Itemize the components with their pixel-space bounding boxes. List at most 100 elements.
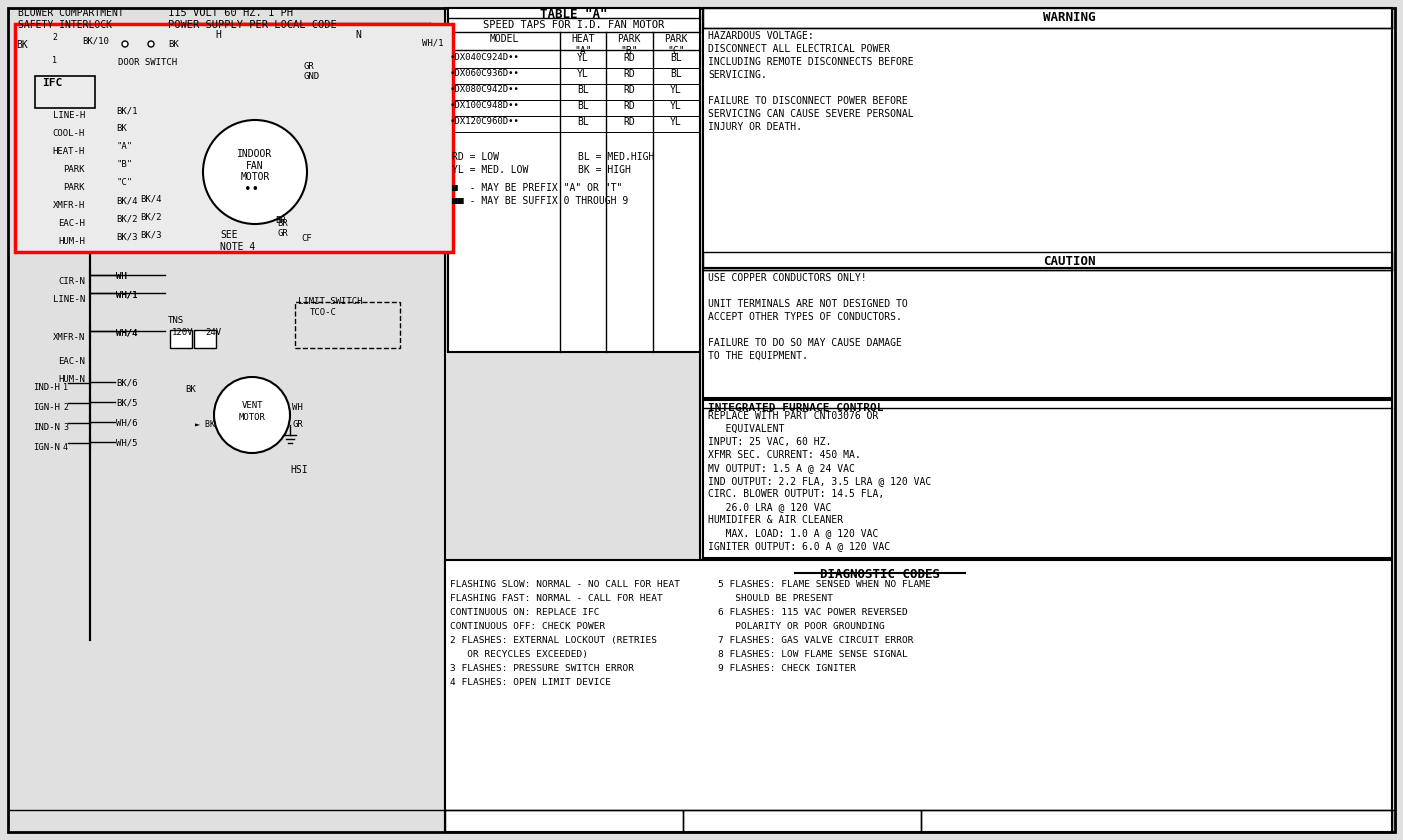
Text: DIAGNOSTIC CODES: DIAGNOSTIC CODES	[819, 568, 940, 581]
Text: BL: BL	[577, 101, 589, 111]
Text: ••: ••	[244, 183, 258, 197]
Text: CIRC. BLOWER OUTPUT: 14.5 FLA,: CIRC. BLOWER OUTPUT: 14.5 FLA,	[709, 489, 884, 499]
Text: MODEL: MODEL	[490, 34, 519, 44]
Circle shape	[215, 377, 290, 453]
Bar	[703, 8, 1392, 28]
Text: 24V: 24V	[205, 328, 222, 337]
Text: 5 FLASHES: FLAME SENSED WHEN NO FLAME: 5 FLASHES: FLAME SENSED WHEN NO FLAME	[718, 580, 930, 589]
Text: RD = LOW: RD = LOW	[452, 152, 499, 162]
Text: 4 FLASHES: OPEN LIMIT DEVICE: 4 FLASHES: OPEN LIMIT DEVICE	[450, 678, 610, 687]
Text: ► BK: ► BK	[195, 420, 215, 429]
Bar	[445, 560, 1392, 832]
Text: IGN-H: IGN-H	[34, 403, 60, 412]
Text: WH: WH	[116, 272, 126, 281]
Text: TO THE EQUIPMENT.: TO THE EQUIPMENT.	[709, 351, 808, 361]
Text: BK: BK	[168, 40, 178, 49]
Text: "A": "A"	[116, 142, 132, 151]
Text: HEAT-H: HEAT-H	[53, 147, 86, 156]
Bar	[703, 8, 1392, 268]
Bar	[15, 24, 453, 252]
Text: INJURY OR DEATH.: INJURY OR DEATH.	[709, 122, 803, 132]
Text: BK/4: BK/4	[116, 196, 137, 205]
Text: BL: BL	[577, 117, 589, 127]
Text: BK = HIGH: BK = HIGH	[578, 165, 631, 175]
Text: 2 FLASHES: EXTERNAL LOCKOUT (RETRIES: 2 FLASHES: EXTERNAL LOCKOUT (RETRIES	[450, 636, 657, 645]
Text: RD: RD	[623, 117, 636, 127]
Text: HUM-N: HUM-N	[58, 375, 86, 384]
Text: ■  - MAY BE PREFIX "A" OR "T": ■ - MAY BE PREFIX "A" OR "T"	[452, 183, 623, 193]
Text: BK/1: BK/1	[116, 106, 137, 115]
Text: SPEED TAPS FOR I.D. FAN MOTOR: SPEED TAPS FOR I.D. FAN MOTOR	[484, 20, 665, 30]
Text: FAILURE TO DO SO MAY CAUSE DAMAGE: FAILURE TO DO SO MAY CAUSE DAMAGE	[709, 338, 902, 348]
Text: •DX100C948D••: •DX100C948D••	[450, 101, 521, 110]
Text: POWER SUPPLY PER LOCAL CODE: POWER SUPPLY PER LOCAL CODE	[168, 20, 337, 30]
Text: INPUT: 25 VAC, 60 HZ.: INPUT: 25 VAC, 60 HZ.	[709, 437, 832, 447]
Text: PARK
"B": PARK "B"	[617, 34, 641, 55]
Text: 26.0 LRA @ 120 VAC: 26.0 LRA @ 120 VAC	[709, 502, 832, 512]
Text: "C": "C"	[116, 178, 132, 187]
Text: WH: WH	[116, 272, 126, 281]
Text: •DX080C942D••: •DX080C942D••	[450, 85, 521, 94]
Text: RD: RD	[623, 101, 636, 111]
Text: POLARITY OR POOR GROUNDING: POLARITY OR POOR GROUNDING	[718, 622, 885, 631]
Text: N: N	[355, 30, 361, 40]
Text: FAN: FAN	[246, 161, 264, 171]
Text: WH/5: WH/5	[116, 438, 137, 447]
Text: DISCONNECT ALL ELECTRICAL POWER: DISCONNECT ALL ELECTRICAL POWER	[709, 44, 890, 54]
Bar	[194, 330, 216, 348]
Text: 9 FLASHES: CHECK IGNITER: 9 FLASHES: CHECK IGNITER	[718, 664, 856, 673]
Text: MV OUTPUT: 1.5 A @ 24 VAC: MV OUTPUT: 1.5 A @ 24 VAC	[709, 463, 854, 473]
Text: SEE: SEE	[220, 230, 237, 240]
Text: CONTINUOUS ON: REPLACE IFC: CONTINUOUS ON: REPLACE IFC	[450, 608, 599, 617]
Text: BK/2: BK/2	[116, 214, 137, 223]
Text: BR: BR	[275, 216, 286, 225]
Text: WARNING: WARNING	[1042, 11, 1096, 24]
Text: PARK: PARK	[63, 183, 86, 192]
Text: CAUTION: CAUTION	[1042, 255, 1096, 268]
Text: YL: YL	[577, 53, 589, 63]
Text: EAC-N: EAC-N	[58, 357, 86, 366]
Text: HEAT
"A": HEAT "A"	[571, 34, 595, 55]
Text: 8 FLASHES: LOW FLAME SENSE SIGNAL: 8 FLASHES: LOW FLAME SENSE SIGNAL	[718, 650, 908, 659]
Bar	[170, 330, 192, 348]
Text: 1: 1	[63, 383, 67, 392]
Text: BLOWER COMPARTMENT: BLOWER COMPARTMENT	[18, 8, 123, 18]
Text: GR: GR	[292, 420, 303, 429]
Circle shape	[122, 41, 128, 47]
Text: TCO-C: TCO-C	[310, 308, 337, 317]
Text: •DX040C924D••: •DX040C924D••	[450, 53, 521, 62]
Text: BL: BL	[577, 85, 589, 95]
Text: WH/6: WH/6	[116, 418, 137, 427]
Text: 120V: 120V	[173, 328, 194, 337]
Text: FLASHING FAST: NORMAL - CALL FOR HEAT: FLASHING FAST: NORMAL - CALL FOR HEAT	[450, 594, 662, 603]
Bar	[295, 302, 400, 348]
Text: DOOR SWITCH: DOOR SWITCH	[118, 58, 177, 67]
Bar	[703, 252, 1392, 270]
Text: YL: YL	[671, 101, 682, 111]
Text: INDOOR: INDOOR	[237, 149, 272, 159]
Text: PARK: PARK	[63, 165, 86, 174]
Text: MOTOR: MOTOR	[239, 412, 265, 422]
Text: GND: GND	[303, 72, 318, 81]
Text: BL: BL	[671, 53, 682, 63]
Text: SERVICING CAN CAUSE SEVERE PERSONAL: SERVICING CAN CAUSE SEVERE PERSONAL	[709, 109, 913, 119]
Text: BL: BL	[671, 69, 682, 79]
Text: XMFR-N: XMFR-N	[53, 333, 86, 342]
Bar	[285, 216, 299, 246]
Bar	[35, 76, 95, 108]
Text: BK/2: BK/2	[140, 212, 161, 221]
Text: IFC: IFC	[42, 78, 62, 88]
Text: BK: BK	[116, 124, 126, 133]
Text: 1: 1	[52, 56, 58, 65]
Text: FAILURE TO DISCONNECT POWER BEFORE: FAILURE TO DISCONNECT POWER BEFORE	[709, 96, 908, 106]
Text: 6 FLASHES: 115 VAC POWER REVERSED: 6 FLASHES: 115 VAC POWER REVERSED	[718, 608, 908, 617]
Text: BK: BK	[15, 40, 28, 50]
Text: WH: WH	[292, 403, 303, 412]
Text: MAX. LOAD: 1.0 A @ 120 VAC: MAX. LOAD: 1.0 A @ 120 VAC	[709, 528, 878, 538]
Text: MOTOR: MOTOR	[240, 172, 269, 182]
Text: SAFETY INTERLOCK: SAFETY INTERLOCK	[18, 20, 112, 30]
Text: 2: 2	[63, 403, 67, 412]
Text: GR: GR	[303, 62, 314, 71]
Text: BK: BK	[185, 385, 196, 394]
Bar	[920, 810, 1392, 832]
